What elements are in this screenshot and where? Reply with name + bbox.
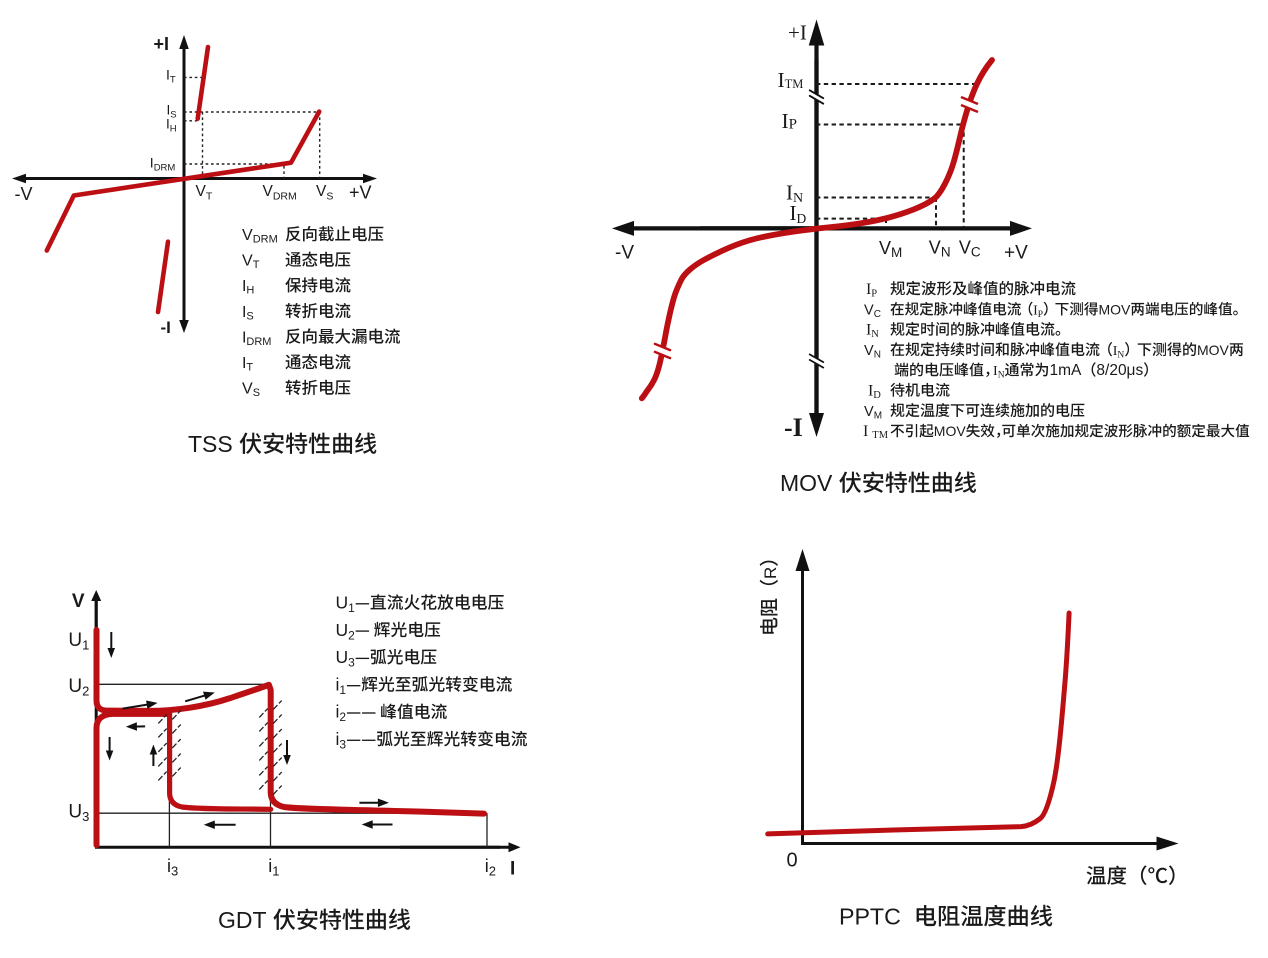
svg-text:I: I xyxy=(242,278,246,295)
svg-text:DRM: DRM xyxy=(253,234,278,246)
svg-text:V: V xyxy=(242,253,253,270)
svg-text:i2: i2 xyxy=(485,856,496,879)
svg-text:VT: VT xyxy=(196,183,213,203)
svg-text:-I: -I xyxy=(784,413,803,442)
svg-text:VDRM: VDRM xyxy=(263,183,297,203)
svg-text:MOV: MOV xyxy=(1099,301,1132,317)
svg-text:VN: VN xyxy=(929,238,951,260)
svg-text:-I: -I xyxy=(161,318,171,337)
svg-text:+I: +I xyxy=(788,21,807,45)
svg-text:V: V xyxy=(864,343,874,359)
svg-text:V: V xyxy=(242,227,253,244)
svg-text:I: I xyxy=(866,322,871,339)
svg-text:P: P xyxy=(871,289,877,300)
svg-text:S: S xyxy=(253,387,260,399)
svg-text:PPTC: PPTC xyxy=(839,904,901,930)
svg-text:I: I xyxy=(242,304,246,321)
svg-text:V: V xyxy=(864,404,874,420)
svg-text:2: 2 xyxy=(339,710,346,724)
svg-text:8/20μs: 8/20μs xyxy=(1096,362,1143,379)
svg-text:U3: U3 xyxy=(68,802,89,825)
svg-text:+V: +V xyxy=(1004,243,1028,264)
svg-text:V: V xyxy=(242,381,253,398)
svg-text:I: I xyxy=(242,355,246,372)
svg-text:IT: IT xyxy=(166,67,176,86)
svg-text:IH: IH xyxy=(166,117,177,135)
svg-text:i1: i1 xyxy=(268,856,279,879)
svg-text:N: N xyxy=(874,349,881,360)
svg-text:MOV: MOV xyxy=(934,423,967,439)
svg-text:U2: U2 xyxy=(68,676,89,699)
svg-text:C: C xyxy=(874,309,881,320)
svg-text:V: V xyxy=(72,591,85,612)
svg-text:M: M xyxy=(874,410,882,421)
svg-text:2: 2 xyxy=(348,628,355,642)
svg-text:U: U xyxy=(336,593,349,613)
svg-text:VC: VC xyxy=(959,238,981,260)
svg-text:N: N xyxy=(1117,350,1124,360)
svg-text:U1: U1 xyxy=(68,630,89,653)
svg-text:i: i xyxy=(336,702,340,722)
svg-text:1: 1 xyxy=(348,601,355,615)
svg-text:1mA: 1mA xyxy=(1050,362,1083,379)
svg-text:P: P xyxy=(1038,310,1043,320)
svg-text:i: i xyxy=(336,674,340,694)
svg-text:T: T xyxy=(253,259,260,271)
svg-text:H: H xyxy=(246,285,254,297)
svg-text:GDT: GDT xyxy=(218,907,267,933)
svg-text:V: V xyxy=(864,302,874,318)
svg-text:I: I xyxy=(1113,344,1118,359)
svg-text:TM: TM xyxy=(872,430,888,441)
svg-text:VS: VS xyxy=(316,183,333,203)
svg-text:I: I xyxy=(1033,303,1038,318)
svg-text:N: N xyxy=(998,371,1005,381)
svg-text:T: T xyxy=(246,362,253,374)
svg-text:3: 3 xyxy=(339,738,346,752)
svg-text:IP: IP xyxy=(782,109,798,133)
svg-text:I: I xyxy=(868,383,873,400)
svg-text:1: 1 xyxy=(339,683,346,697)
svg-text:VM: VM xyxy=(879,238,902,260)
svg-text:+V: +V xyxy=(349,183,372,203)
svg-text:I: I xyxy=(866,281,871,298)
svg-text:TSS: TSS xyxy=(188,431,233,457)
svg-text:S: S xyxy=(246,310,253,322)
svg-text:I: I xyxy=(510,859,515,880)
svg-text:DRM: DRM xyxy=(246,336,271,348)
svg-text:IDRM: IDRM xyxy=(150,155,176,174)
svg-text:ITM: ITM xyxy=(778,68,804,92)
svg-text:U: U xyxy=(336,647,349,667)
svg-text:N: N xyxy=(871,329,879,340)
svg-text:MOV: MOV xyxy=(1197,342,1230,358)
svg-text:U: U xyxy=(336,620,349,640)
svg-text:D: D xyxy=(873,390,881,401)
svg-text:3: 3 xyxy=(348,656,355,670)
svg-text:I: I xyxy=(993,364,998,379)
svg-text:-V: -V xyxy=(615,243,634,264)
svg-text:i3: i3 xyxy=(167,856,178,879)
svg-text:-V: -V xyxy=(15,184,33,204)
svg-text:I: I xyxy=(863,423,868,440)
svg-text:+I: +I xyxy=(154,34,170,54)
svg-text:I: I xyxy=(242,329,246,346)
svg-text:0: 0 xyxy=(787,850,798,872)
svg-text:i: i xyxy=(336,729,340,749)
svg-text:MOV: MOV xyxy=(780,470,833,496)
svg-text:R: R xyxy=(761,567,780,579)
svg-text:IS: IS xyxy=(167,103,177,121)
